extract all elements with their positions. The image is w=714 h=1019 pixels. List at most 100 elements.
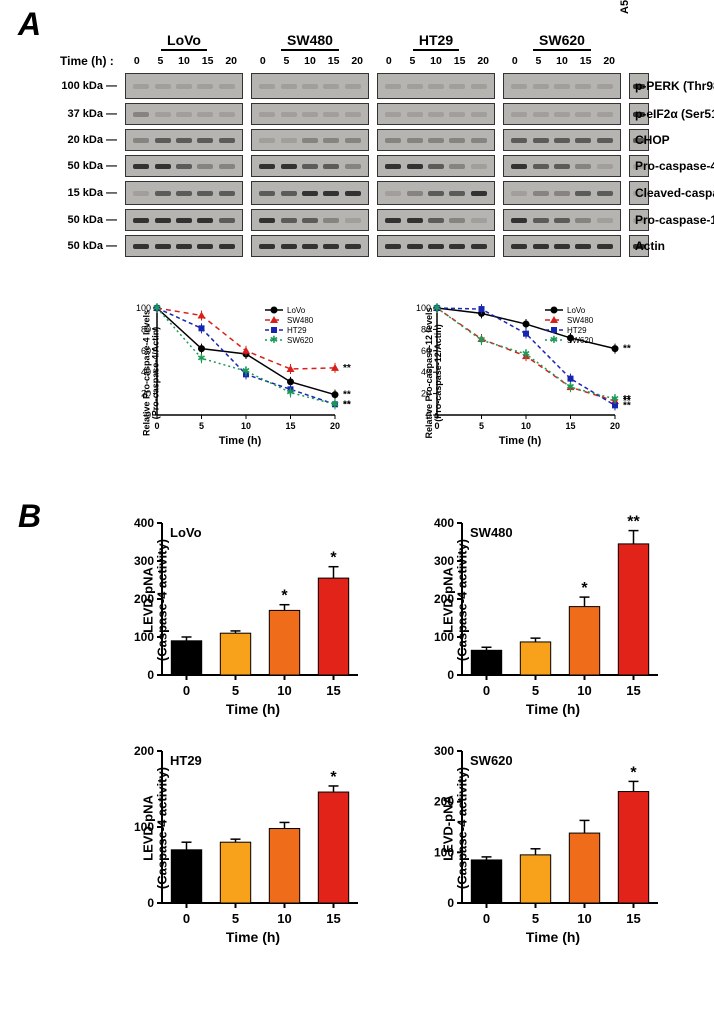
- linechart-ylabel: Relative Pro-caspase-4 levels(Pro-caspas…: [143, 309, 162, 435]
- mw-label: 50 kDa —: [59, 240, 117, 252]
- band: [323, 164, 339, 169]
- gel-lane: [251, 155, 369, 177]
- band: [345, 164, 361, 169]
- gel-lane: [251, 129, 369, 151]
- svg-text:**: **: [623, 344, 631, 355]
- barchart-xlabel: Time (h): [526, 701, 580, 717]
- cellline-label: HT29: [413, 32, 459, 51]
- band: [302, 244, 318, 249]
- gel-lane: [503, 209, 621, 231]
- band: [302, 218, 318, 223]
- svg-text:0: 0: [447, 668, 454, 682]
- band: [575, 164, 591, 169]
- band: [407, 191, 423, 196]
- svg-text:SW480: SW480: [287, 316, 314, 325]
- band: [219, 164, 235, 169]
- band: [302, 138, 318, 143]
- gel-lane: [377, 129, 495, 151]
- svg-text:5: 5: [532, 911, 539, 926]
- gel-lane: [251, 103, 369, 125]
- band: [428, 138, 444, 143]
- band: [385, 138, 401, 143]
- band: [385, 164, 401, 169]
- band: [155, 112, 171, 117]
- band: [197, 164, 213, 169]
- band: [219, 244, 235, 249]
- gel-lane: [125, 181, 243, 205]
- bar-chart: LEVD-pNA(Caspase-4 activity) SW620 01002…: [410, 733, 670, 943]
- band: [428, 191, 444, 196]
- band: [259, 164, 275, 169]
- timepoint-label: 20: [219, 55, 243, 67]
- band: [385, 244, 401, 249]
- mw-label: 15 kDa —: [59, 187, 117, 199]
- gel-lane: [377, 73, 495, 99]
- band: [385, 112, 401, 117]
- band: [259, 84, 275, 89]
- band: [323, 244, 339, 249]
- barchart-ylabel: LEVD-pNA(Caspase-4 activity): [441, 766, 468, 888]
- band: [281, 244, 297, 249]
- gel-lane: [125, 129, 243, 151]
- band: [597, 191, 613, 196]
- barchart-xlabel: Time (h): [526, 929, 580, 945]
- barchart-ylabel: LEVD-pNA(Caspase-4 activity): [141, 538, 168, 660]
- protein-label: CHOP: [635, 133, 670, 147]
- band: [449, 164, 465, 169]
- band: [575, 244, 591, 249]
- time-prefix: Time (h) :: [60, 54, 114, 68]
- band: [281, 191, 297, 196]
- protein-label: Pro-caspase-4: [635, 159, 714, 173]
- band: [176, 112, 192, 117]
- band: [575, 84, 591, 89]
- band: [575, 112, 591, 117]
- svg-text:0: 0: [183, 683, 190, 698]
- band: [471, 84, 487, 89]
- timepoint-label: 0: [125, 55, 149, 67]
- band: [281, 138, 297, 143]
- svg-text:**: **: [343, 363, 351, 374]
- band: [597, 112, 613, 117]
- band: [533, 191, 549, 196]
- band: [155, 164, 171, 169]
- timepoint-label: 15: [196, 55, 220, 67]
- barchart-cellline: SW620: [470, 753, 513, 768]
- band: [449, 218, 465, 223]
- timepoint-label: 5: [401, 55, 425, 67]
- timepoint-label: 5: [527, 55, 551, 67]
- band: [259, 218, 275, 223]
- band: [302, 112, 318, 117]
- band: [554, 112, 570, 117]
- timepoint-label: 10: [298, 55, 322, 67]
- band: [597, 138, 613, 143]
- band: [133, 244, 149, 249]
- band: [219, 138, 235, 143]
- mw-label: 37 kDa —: [59, 108, 117, 120]
- svg-text:SW480: SW480: [567, 316, 594, 325]
- band: [533, 244, 549, 249]
- timepoint-label: 5: [149, 55, 173, 67]
- gel-lane: [125, 209, 243, 231]
- timepoint-label: 20: [471, 55, 495, 67]
- band: [345, 218, 361, 223]
- svg-text:**: **: [623, 394, 631, 405]
- cellline-label: SW480: [281, 32, 339, 51]
- svg-text:200: 200: [134, 744, 154, 758]
- protein-label: Pro-caspase-12: [635, 213, 714, 227]
- svg-text:15: 15: [626, 683, 640, 698]
- band: [155, 84, 171, 89]
- band: [345, 112, 361, 117]
- band: [511, 84, 527, 89]
- gel-lane: [377, 235, 495, 257]
- band: [471, 164, 487, 169]
- svg-text:15: 15: [326, 683, 340, 698]
- gel-lane: [125, 73, 243, 99]
- band: [345, 191, 361, 196]
- timepoint-label: 20: [345, 55, 369, 67]
- band: [407, 138, 423, 143]
- band: [155, 218, 171, 223]
- svg-text:10: 10: [521, 421, 531, 431]
- band: [554, 218, 570, 223]
- band: [554, 138, 570, 143]
- western-blot-area: Time (h) : LoVoSW480HT29SW620A549 (N+C) …: [125, 32, 685, 261]
